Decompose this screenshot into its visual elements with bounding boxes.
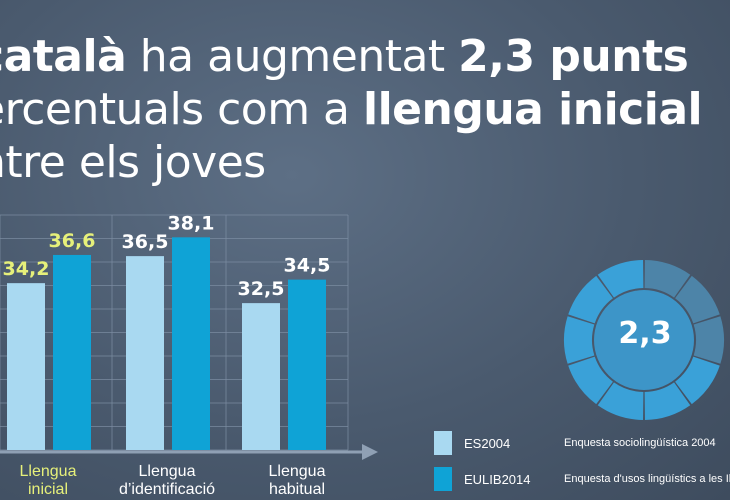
bar-eulib2014-2 <box>288 279 326 450</box>
bar-eulib2014-0 <box>53 254 91 450</box>
category-label: Llengua <box>20 463 77 480</box>
data-label: 32,5 <box>238 278 285 300</box>
legend-item-es2004: ES2004 Enquesta sociolingüística 2004 <box>434 431 716 455</box>
data-label: 36,5 <box>122 231 169 253</box>
category-label: Llengua <box>139 463 196 480</box>
headline-highlight-llengua: llengua inicial <box>363 84 703 135</box>
bar-es2004-0 <box>7 283 45 450</box>
category-label: d’identificació <box>119 481 215 498</box>
data-label: 34,5 <box>284 255 331 277</box>
legend-code-es2004: ES2004 <box>464 435 511 451</box>
data-label: 36,6 <box>49 230 96 252</box>
data-label: 38,1 <box>168 212 215 234</box>
bar-es2004-2 <box>242 303 280 450</box>
legend-desc-es2004: Enquesta sociolingüística 2004 <box>564 437 716 449</box>
headline-line-1: català ha augmentat 2,3 punts <box>0 30 730 83</box>
headline-highlight-points: 2,3 punts <box>458 31 689 82</box>
headline-text-1: ha augmentat <box>126 31 459 82</box>
bar-es2004-1 <box>126 256 164 450</box>
legend-code-eulib2014: EULIB2014 <box>464 471 531 487</box>
headline-line-3: ntre els joves <box>0 136 730 189</box>
legend-swatch-es2004 <box>434 431 452 455</box>
category-label: Llengua <box>269 463 326 480</box>
category-label: habitual <box>269 481 325 498</box>
legend-desc-eulib2014: Enquesta d'usos lingüístics a les Ill <box>564 473 730 485</box>
headline: català ha augmentat 2,3 punts ercentuals… <box>0 30 730 189</box>
headline-highlight-catala: català <box>0 31 127 82</box>
headline-line-2: ercentuals com a llengua inicial <box>0 83 730 136</box>
bar-eulib2014-1 <box>172 237 210 450</box>
donut-value: 2,3 <box>618 316 672 351</box>
legend-swatch-eulib2014 <box>434 467 452 491</box>
legend-item-eulib2014: EULIB2014 Enquesta d'usos lingüístics a … <box>434 467 730 491</box>
data-label: 34,2 <box>3 258 50 280</box>
headline-text-3: ntre els joves <box>0 137 266 188</box>
headline-text-2: ercentuals com a <box>0 84 363 135</box>
x-axis-arrow-icon <box>362 444 378 460</box>
category-label: inicial <box>28 481 68 498</box>
